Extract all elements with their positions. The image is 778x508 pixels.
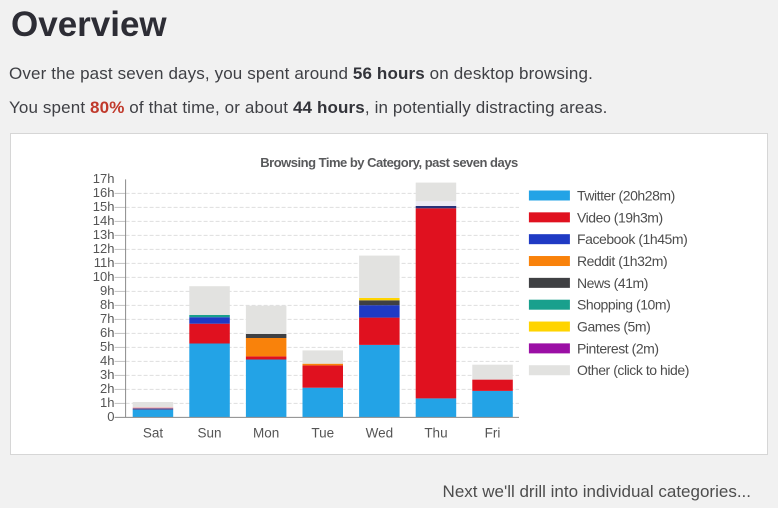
svg-text:17h: 17h <box>93 171 115 186</box>
svg-text:Shopping (10m): Shopping (10m) <box>577 297 670 313</box>
svg-text:Other (click to hide): Other (click to hide) <box>577 362 689 378</box>
svg-text:8h: 8h <box>100 297 114 312</box>
svg-text:10h: 10h <box>93 269 115 284</box>
svg-text:9h: 9h <box>100 283 114 298</box>
svg-text:Browsing Time by Category, pas: Browsing Time by Category, past seven da… <box>260 155 518 170</box>
svg-text:1h: 1h <box>100 395 114 410</box>
svg-text:Mon: Mon <box>253 426 279 441</box>
svg-text:2h: 2h <box>100 381 114 396</box>
svg-text:Reddit (1h32m): Reddit (1h32m) <box>577 253 667 269</box>
svg-text:News (41m): News (41m) <box>577 275 648 291</box>
svg-text:4h: 4h <box>100 353 114 368</box>
svg-text:Wed: Wed <box>366 426 394 441</box>
svg-text:15h: 15h <box>93 199 115 214</box>
svg-text:Tue: Tue <box>311 426 334 441</box>
svg-text:16h: 16h <box>93 185 115 200</box>
svg-text:14h: 14h <box>93 213 115 228</box>
svg-text:3h: 3h <box>100 367 114 382</box>
svg-text:0: 0 <box>107 409 114 424</box>
svg-text:Games (5m): Games (5m) <box>577 319 650 335</box>
svg-text:Fri: Fri <box>485 426 501 441</box>
svg-text:Thu: Thu <box>424 426 447 441</box>
svg-text:12h: 12h <box>93 241 115 256</box>
svg-text:Video (19h3m): Video (19h3m) <box>577 209 663 225</box>
svg-text:13h: 13h <box>93 227 115 242</box>
svg-text:Facebook (1h45m): Facebook (1h45m) <box>577 231 687 247</box>
svg-text:7h: 7h <box>100 311 114 326</box>
svg-text:Sat: Sat <box>143 426 164 441</box>
svg-text:Twitter (20h28m): Twitter (20h28m) <box>577 188 675 204</box>
svg-text:6h: 6h <box>100 325 114 340</box>
svg-text:11h: 11h <box>94 255 115 270</box>
svg-text:Pinterest (2m): Pinterest (2m) <box>577 340 659 356</box>
svg-text:Sun: Sun <box>198 426 222 441</box>
svg-text:5h: 5h <box>100 339 114 354</box>
